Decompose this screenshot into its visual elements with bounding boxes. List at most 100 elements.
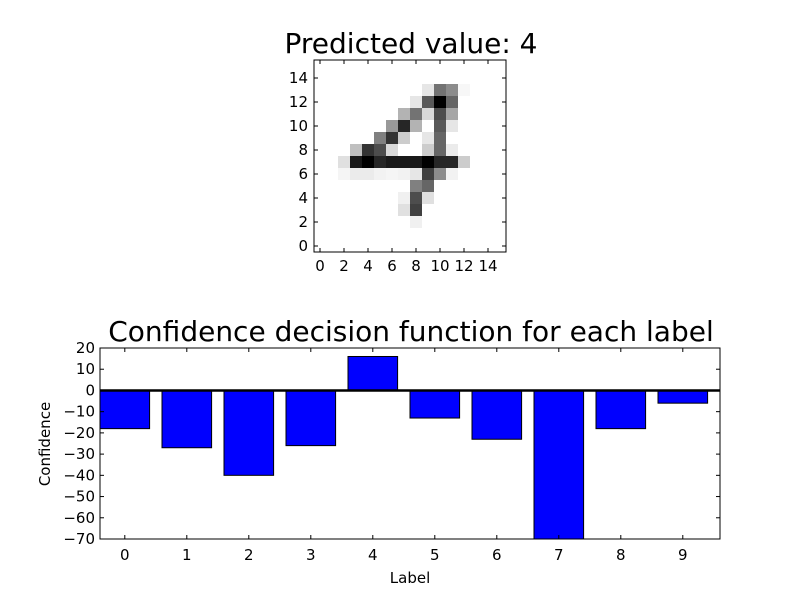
bar-y-tick-label: 20 <box>76 339 95 357</box>
image-pixel <box>470 240 483 253</box>
image-pixel <box>386 216 399 229</box>
image-x-tick-label: 2 <box>339 257 349 275</box>
image-pixel <box>494 180 507 193</box>
image-pixel <box>326 216 339 229</box>
image-pixel <box>374 60 387 73</box>
image-pixel <box>374 72 387 85</box>
image-pixel <box>482 192 495 205</box>
bar-label-1 <box>161 389 213 449</box>
image-pixel <box>470 72 483 85</box>
image-pixel <box>314 132 327 145</box>
image-pixel <box>494 108 507 121</box>
bar-label-2 <box>223 389 275 476</box>
image-pixel <box>362 216 375 229</box>
image-pixel <box>494 84 507 97</box>
image-pixel <box>470 204 483 217</box>
image-pixel <box>362 60 375 73</box>
image-pixel <box>374 216 387 229</box>
image-pixel <box>338 84 351 97</box>
image-y-tick-label: 6 <box>298 165 308 183</box>
image-pixel <box>410 84 423 97</box>
image-pixel <box>434 132 447 145</box>
image-pixel <box>410 216 423 229</box>
image-pixel <box>434 96 447 109</box>
image-y-ticks: 0 2 4 6 8 10 12 14 <box>289 69 506 255</box>
image-pixel <box>350 108 363 121</box>
bar-x-tick-label: 7 <box>554 546 564 564</box>
image-pixel <box>410 240 423 253</box>
image-pixel <box>470 192 483 205</box>
image-pixel <box>422 180 435 193</box>
image-pixel <box>398 120 411 133</box>
bar-x-tick-label: 9 <box>678 546 688 564</box>
image-pixel <box>458 120 471 133</box>
image-pixel <box>362 156 375 169</box>
image-pixel <box>326 84 339 97</box>
image-pixel <box>386 144 399 157</box>
image-pixel <box>326 96 339 109</box>
image-pixel <box>338 216 351 229</box>
image-pixel <box>446 204 459 217</box>
bar-label-9 <box>657 389 709 404</box>
bar-chart-frame <box>99 347 721 540</box>
image-pixel <box>482 120 495 133</box>
image-pixel <box>326 144 339 157</box>
image-pixel <box>350 120 363 133</box>
image-pixel <box>470 120 483 133</box>
image-pixel <box>422 60 435 73</box>
image-pixel <box>386 168 399 181</box>
image-pixel <box>374 204 387 217</box>
image-pixel <box>326 60 339 73</box>
image-pixel <box>410 168 423 181</box>
bar-x-tick-label: 4 <box>368 546 378 564</box>
image-pixel <box>374 192 387 205</box>
image-pixel <box>422 192 435 205</box>
image-pixel <box>482 216 495 229</box>
image-pixel <box>386 180 399 193</box>
image-pixel <box>374 156 387 169</box>
image-pixel <box>494 72 507 85</box>
image-pixel <box>446 240 459 253</box>
image-pixel <box>398 84 411 97</box>
image-pixel <box>422 120 435 133</box>
bar-y-tick-label: −40 <box>63 466 95 484</box>
image-pixel <box>398 108 411 121</box>
image-pixel <box>446 132 459 145</box>
image-pixel <box>350 84 363 97</box>
image-title: Predicted value: 4 <box>285 27 538 60</box>
image-pixel <box>398 156 411 169</box>
image-pixel <box>314 228 327 241</box>
image-pixel <box>422 108 435 121</box>
image-pixel <box>458 84 471 97</box>
image-pixel <box>434 204 447 217</box>
image-pixel <box>362 204 375 217</box>
image-pixel <box>350 156 363 169</box>
image-pixel <box>350 96 363 109</box>
image-pixel <box>386 240 399 253</box>
bar-x-ticks: 0 1 2 3 4 5 6 7 8 9 <box>120 348 688 564</box>
image-pixel <box>482 84 495 97</box>
image-pixel <box>314 156 327 169</box>
image-pixel <box>398 180 411 193</box>
bar-x-tick-label: 3 <box>306 546 316 564</box>
image-pixel <box>470 60 483 73</box>
image-pixel <box>410 144 423 157</box>
image-pixel <box>398 216 411 229</box>
image-pixel <box>338 192 351 205</box>
image-pixel <box>362 132 375 145</box>
image-pixel <box>398 168 411 181</box>
image-pixel <box>362 180 375 193</box>
image-pixel <box>458 204 471 217</box>
image-pixel <box>446 96 459 109</box>
image-pixel <box>446 108 459 121</box>
image-pixel <box>386 84 399 97</box>
image-pixel <box>350 72 363 85</box>
image-pixel <box>338 168 351 181</box>
image-pixel <box>482 132 495 145</box>
image-pixel <box>314 108 327 121</box>
bar-label-7 <box>533 389 585 540</box>
image-pixel <box>326 156 339 169</box>
image-pixel <box>398 228 411 241</box>
image-pixel <box>398 96 411 109</box>
image-pixel <box>314 84 327 97</box>
